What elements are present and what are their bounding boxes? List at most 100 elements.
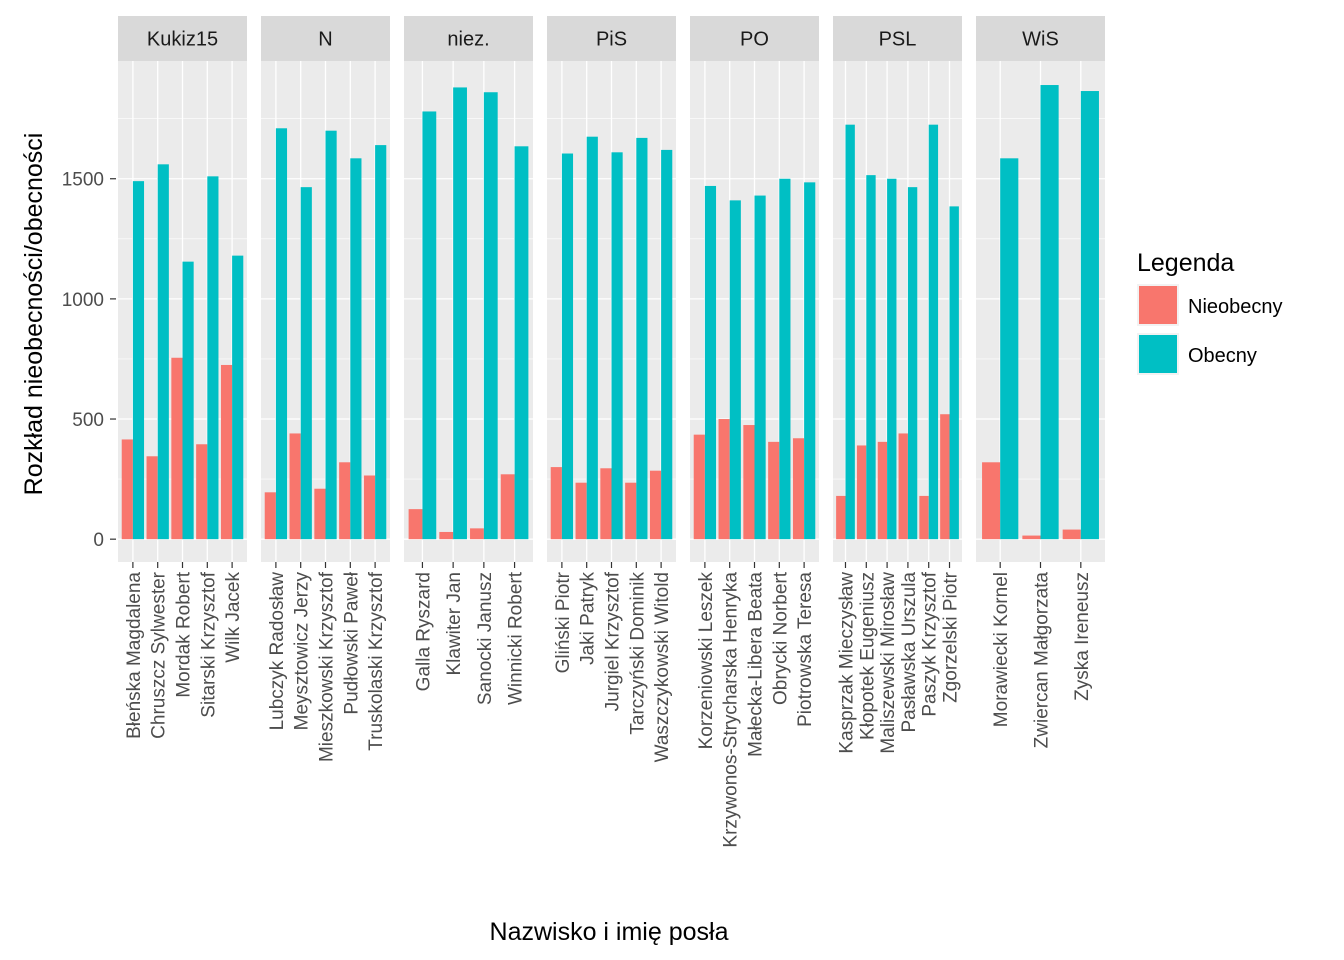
bar-nieobecny <box>1022 535 1041 540</box>
x-tick-label: Lubczyk Radosław <box>267 572 288 731</box>
facet-strip-label: PiS <box>596 29 627 51</box>
bar-obecny <box>300 187 312 540</box>
bar-obecny <box>207 176 219 540</box>
bar-obecny <box>483 92 498 540</box>
y-tick-label: 0 <box>93 530 104 551</box>
bar-obecny <box>887 178 897 540</box>
x-tick-label: Klawiter Jan <box>444 572 465 676</box>
legend-label-obecny: Obecny <box>1188 345 1257 367</box>
x-tick-label: Krzywonos-Strycharska Henryka <box>721 572 742 848</box>
bar-nieobecny <box>408 509 423 540</box>
y-tick-label: 500 <box>72 410 104 431</box>
bar-obecny <box>949 206 959 540</box>
bar-obecny <box>928 124 939 540</box>
facet-psl: PSL Kasprzak Mieczysław Kłopotek Eugeniusz… <box>833 16 962 754</box>
bar-obecny <box>845 124 855 540</box>
x-tick-label: Jurgiel Krzysztof <box>603 571 624 711</box>
legend-swatch-obecny <box>1139 335 1177 373</box>
bar-nieobecny <box>743 425 755 540</box>
facet-strip <box>118 16 247 61</box>
facet-po: PO Korzeniowski Leszek Krzywonos-Strychars… <box>690 16 819 848</box>
facet-strip <box>261 16 390 61</box>
x-tick-label: Pudłowski Paweł <box>341 571 362 714</box>
facet-strip-label: Kukiz15 <box>147 29 218 51</box>
facet-kukiz15: Kukiz15 Błeńska Magdalena Chruszcz Sylwest… <box>118 16 247 739</box>
bar-obecny <box>422 111 437 540</box>
bar-obecny <box>866 175 876 540</box>
x-tick-label: Mieszkowski Krzysztof <box>317 571 338 762</box>
x-tick-label: Morawiecki Kornel <box>991 572 1012 727</box>
legend-swatch-nieobecny <box>1139 286 1177 324</box>
bar-obecny <box>375 145 387 540</box>
x-tick-label: Gliński Piotr <box>553 571 574 673</box>
bar-nieobecny <box>339 462 351 540</box>
bar-nieobecny <box>171 357 183 540</box>
facet-n: N Lubczyk Radosław Meysztowicz Jerzy Mieszk… <box>261 16 390 762</box>
x-tick-label: Małecka-Libera Beata <box>746 572 767 757</box>
legend: Legenda Nieobecny Obecny <box>1137 249 1283 375</box>
bar-nieobecny <box>649 470 662 540</box>
bar-nieobecny <box>1062 529 1081 540</box>
bar-obecny <box>804 182 816 540</box>
bar-obecny <box>704 185 717 540</box>
x-tick-label: Sitarski Krzysztof <box>198 571 219 717</box>
x-tick-label: Maliszewski Mirosław <box>878 572 899 754</box>
bar-obecny <box>754 195 766 540</box>
x-tick-label: Meysztowicz Jerzy <box>292 572 313 731</box>
x-tick-label: Chruszcz Sylwester <box>149 571 170 738</box>
bar-obecny <box>514 146 529 540</box>
bar-obecny <box>157 164 169 540</box>
x-tick-label: Tarczyński Dominik <box>627 572 648 735</box>
x-tick-label: Zyska Ireneusz <box>1072 572 1093 701</box>
bar-obecny <box>1000 158 1019 540</box>
x-tick-label: Waszczykowski Witold <box>652 572 673 762</box>
bar-nieobecny <box>121 439 133 540</box>
facet-strip <box>976 16 1105 61</box>
bar-nieobecny <box>500 474 515 540</box>
bar-obecny <box>453 87 467 540</box>
bar-nieobecny <box>550 467 562 540</box>
y-tick-label: 1500 <box>62 170 104 191</box>
y-axis: 0 500 1000 1500 <box>62 170 116 551</box>
x-tick-label: Paszyk Krzysztof <box>920 571 941 716</box>
facet-strip-label: PO <box>740 29 769 51</box>
bar-nieobecny <box>220 364 233 540</box>
x-tick-label: Zwiercan Małgorzata <box>1032 572 1053 749</box>
facet-pis: PiS Gliński Piotr Jaki Patryk Jurgiel Krzys… <box>547 16 676 762</box>
bar-nieobecny <box>940 414 950 540</box>
bar-nieobecny <box>718 419 730 540</box>
bar-nieobecny <box>196 444 208 540</box>
bar-obecny <box>907 187 918 540</box>
bar-obecny <box>1040 85 1059 540</box>
facet-wis: WiS Morawiecki Kornel Zwiercan Małgorzata Z… <box>976 16 1105 748</box>
bar-obecny <box>182 261 194 540</box>
bar-nieobecny <box>470 528 484 540</box>
bar-nieobecny <box>919 495 929 540</box>
y-tick-label: 1000 <box>62 290 104 311</box>
facet-strip-label: PSL <box>879 29 917 51</box>
bar-nieobecny <box>877 441 888 540</box>
bar-nieobecny <box>146 456 158 540</box>
facet-strip <box>404 16 533 61</box>
bar-obecny <box>586 136 598 540</box>
bar-nieobecny <box>768 441 780 540</box>
bar-obecny <box>611 152 623 540</box>
x-tick-label: Truskolaski Krzysztof <box>366 571 387 750</box>
x-tick-label: Kłopotek Eugeniusz <box>857 572 878 740</box>
bar-obecny <box>636 137 648 540</box>
bar-obecny <box>275 128 288 540</box>
facet-niez: niez. Galla Ryszard Klawiter Jan Sanocki Ja… <box>404 16 533 705</box>
legend-title: Legenda <box>1137 249 1234 277</box>
bar-obecny <box>232 255 244 540</box>
bar-nieobecny <box>600 468 612 540</box>
bar-nieobecny <box>439 531 454 540</box>
legend-label-nieobecny: Nieobecny <box>1188 296 1283 318</box>
bar-nieobecny <box>982 462 1001 540</box>
bar-obecny <box>729 200 741 540</box>
bar-nieobecny <box>289 433 301 540</box>
bar-obecny <box>561 153 574 540</box>
bar-nieobecny <box>693 434 705 540</box>
bar-nieobecny <box>314 488 326 540</box>
bar-obecny <box>779 178 791 540</box>
